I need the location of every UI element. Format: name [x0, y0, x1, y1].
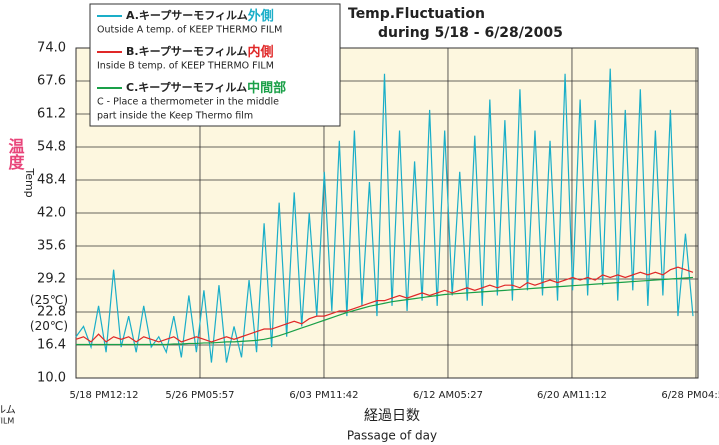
series-line: [76, 276, 694, 346]
x-axis-label-jp: 経過日数: [364, 408, 420, 424]
y-tick-label: 29.2: [37, 272, 66, 287]
y-tick-label: 22.8: [37, 305, 66, 320]
legend-highlight: 中間部: [247, 80, 286, 96]
y-tick-label: 16.4: [37, 338, 66, 353]
legend-description: part inside the Keep Thermo film: [97, 111, 253, 122]
legend-description: C - Place a thermometer in the middle: [97, 97, 279, 108]
chart-title: Temp.Fluctuation: [348, 6, 485, 22]
legend-name: C.キープサーモフィルム: [126, 80, 247, 94]
x-tick-label: 5/18 PM12:12: [69, 390, 138, 401]
y-tick-label: 74.0: [37, 41, 66, 56]
legend-entry: B.キープサーモフィルム内側: [126, 44, 273, 60]
x-tick-label: 6/20 AM11:12: [537, 390, 607, 401]
x-tick-label: 5/26 PM05:57: [165, 390, 234, 401]
x-axis-label: Passage of day: [347, 429, 437, 443]
y-tick-label: 35.6: [37, 239, 66, 254]
y-annotation: (25℃): [30, 293, 68, 307]
y-axis-label-jp: 温度: [6, 138, 26, 171]
y-axis-label: Temp: [23, 167, 36, 197]
cropped-text: FILM: [0, 417, 14, 426]
x-tick-label: 6/03 PM11:42: [289, 390, 358, 401]
chart-subtitle: during 5/18 - 6/28/2005: [378, 25, 563, 41]
series-line: [75, 266, 694, 343]
legend-highlight: 内側: [247, 44, 273, 60]
legend-entry: C.キープサーモフィルム中間部: [126, 80, 286, 96]
y-annotation: (20℃): [30, 319, 68, 333]
legend-name: B.キープサーモフィルム: [126, 44, 247, 58]
legend-highlight: 外側: [247, 8, 274, 24]
legend-description: Outside A temp. of KEEP THERMO FILM: [97, 25, 282, 36]
x-tick-label: 6/28 PM04:58: [661, 390, 719, 401]
legend-box: [89, 3, 341, 127]
y-tick-label: 67.6: [37, 74, 66, 89]
legend-entry: A.キープサーモフィルム外側: [126, 8, 274, 24]
y-tick-label: 61.2: [37, 107, 66, 122]
y-tick-label: 10.0: [37, 371, 66, 386]
cropped-text: ルム: [0, 404, 16, 416]
legend-name: A.キープサーモフィルム: [126, 8, 248, 22]
y-tick-label: 48.4: [37, 173, 66, 188]
y-tick-label: 54.8: [37, 140, 66, 155]
legend-description: Inside B temp. of KEEP THERMO FILM: [97, 61, 274, 72]
x-tick-label: 6/12 AM05:27: [413, 390, 483, 401]
y-tick-label: 42.0: [37, 206, 66, 221]
